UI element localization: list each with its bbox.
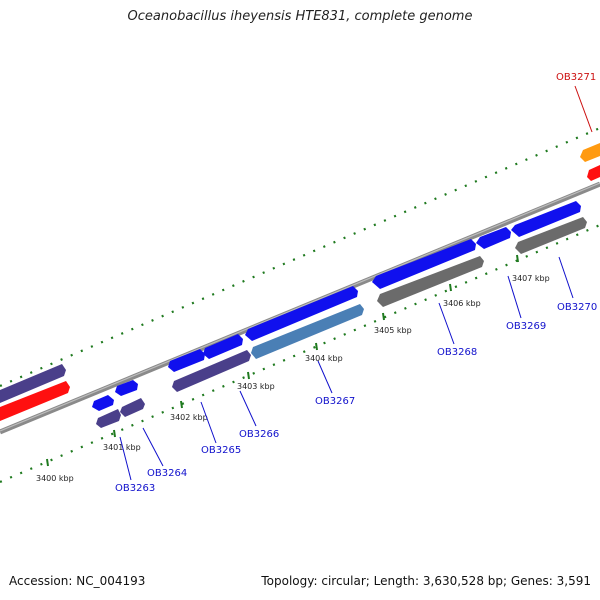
tick-label-3403: 3403 kbp: [237, 382, 275, 391]
gene-arrow[interactable]: [245, 286, 358, 341]
leader-lines: [119, 85, 593, 481]
genome-summary-text: Topology: circular; Length: 3,630,528 bp…: [261, 574, 591, 588]
gene-arrow[interactable]: [580, 143, 600, 162]
gene-arrow[interactable]: [0, 381, 70, 421]
gene-arrow[interactable]: [372, 239, 476, 289]
tick-label-3404: 3404 kbp: [305, 354, 343, 363]
gene-label-ob3269[interactable]: OB3269: [506, 321, 546, 332]
tick-label-3405: 3405 kbp: [374, 326, 412, 335]
tick-label-3407: 3407 kbp: [512, 274, 550, 283]
major-ticks: [46, 254, 519, 467]
gene-label-ob3263[interactable]: OB3263: [115, 483, 155, 494]
gene-arrow[interactable]: [511, 201, 581, 237]
gene-arrow[interactable]: [92, 395, 114, 411]
upper-tick-track: [0, 126, 600, 388]
accession-text: Accession: NC_004193: [9, 574, 146, 588]
gene-arrow[interactable]: [251, 304, 364, 359]
genome-backbone-highlight: [0, 182, 600, 432]
gene-arrow[interactable]: [172, 350, 251, 392]
gene-arrow[interactable]: [0, 364, 66, 403]
gene-arrow[interactable]: [203, 334, 243, 359]
gene-arrow[interactable]: [168, 349, 205, 372]
tick-label-3401: 3401 kbp: [103, 443, 141, 452]
gene-label-ob3265[interactable]: OB3265: [201, 445, 241, 456]
gene-label-ob3264[interactable]: OB3264: [147, 468, 187, 479]
gene-label-ob3271[interactable]: OB3271: [556, 72, 596, 83]
tick-label-3400: 3400 kbp: [36, 474, 74, 483]
lower-tick-track: [0, 223, 600, 484]
reverse-genes: [0, 217, 587, 428]
tick-label-3402: 3402 kbp: [170, 413, 208, 422]
tick-label-3406: 3406 kbp: [443, 299, 481, 308]
gene-arrow[interactable]: [96, 409, 121, 428]
gene-arrow[interactable]: [115, 380, 138, 396]
forward-genes: [92, 143, 600, 411]
gene-label-ob3267[interactable]: OB3267: [315, 396, 355, 407]
map-title: Oceanobacillus iheyensis HTE831, complet…: [127, 9, 473, 24]
gene-label-ob3268[interactable]: OB3268: [437, 347, 477, 358]
gene-label-ob3270[interactable]: OB3270: [557, 302, 597, 313]
gene-arrow[interactable]: [377, 256, 484, 307]
gene-label-ob3266[interactable]: OB3266: [239, 429, 279, 440]
gene-arrow[interactable]: [587, 165, 600, 181]
gene-arrow[interactable]: [515, 217, 587, 254]
gene-arrow[interactable]: [476, 227, 511, 249]
gene-arrow[interactable]: [120, 398, 145, 417]
